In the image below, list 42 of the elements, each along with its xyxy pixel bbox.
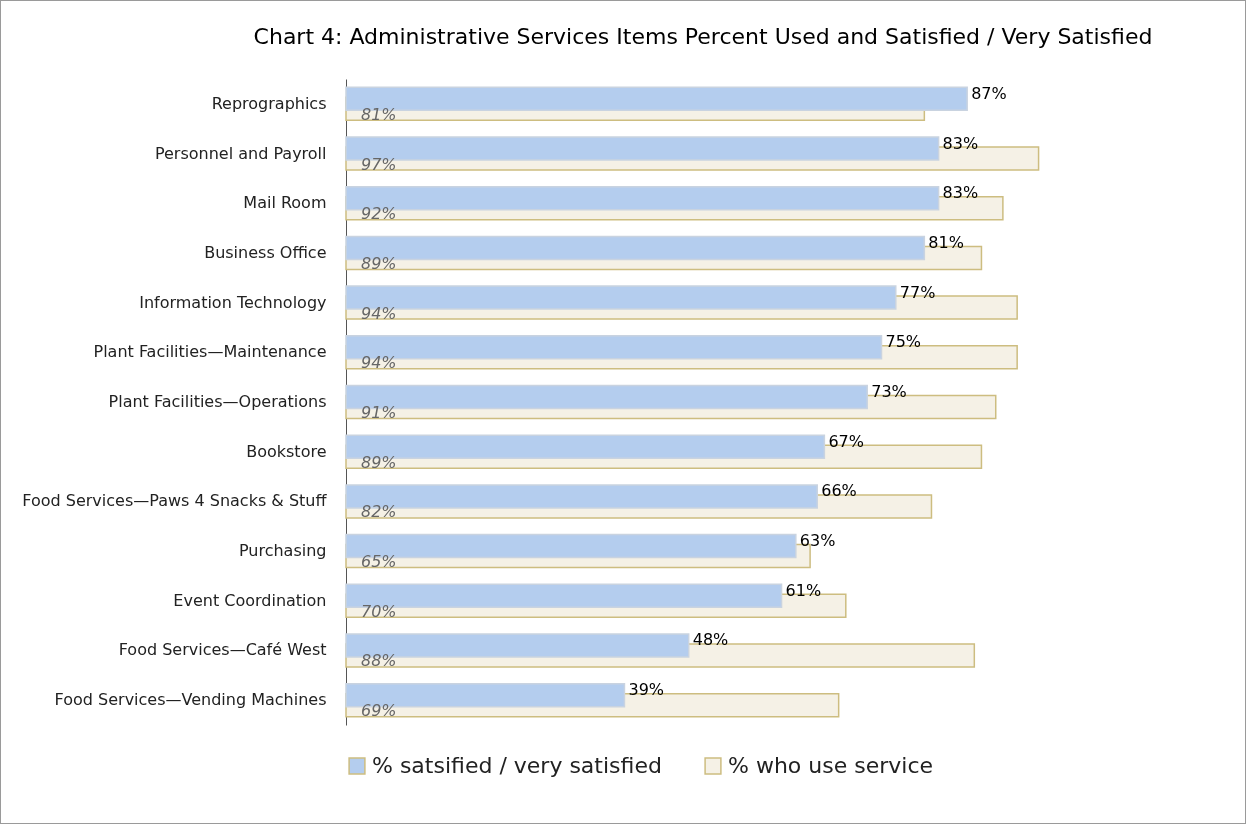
chart-title: Chart 4: Administrative Services Items Percent Used and Satisfied / Very Satisfied [253,24,1153,49]
data-label: 66% [821,481,857,501]
data-label: 69% [361,701,397,721]
data-label: 75% [885,332,922,352]
y-tick-label: Personnel and Payroll [154,143,327,163]
data-label: 67% [828,431,864,451]
data-label: 97% [361,154,397,174]
data-label: 94% [361,303,397,323]
data-label: 83% [942,183,979,203]
y-tick-label: Reprographics [211,93,327,113]
data-label: 81% [361,104,397,124]
data-label: 91% [361,403,397,422]
data-label: 83% [942,133,979,153]
data-label: 73% [871,382,907,401]
y-tick-label: Bookstore [246,441,327,461]
y-tick-label: Food Services—Vending Machines [54,690,327,710]
data-label: 87% [971,83,1007,103]
data-label: 88% [361,651,397,671]
data-label: 89% [361,253,397,273]
data-label: 82% [361,502,397,522]
y-tick-label: Plant Facilities—Maintenance [93,342,327,362]
data-label: 89% [361,452,397,472]
data-label: 70% [361,601,397,621]
data-label: 77% [899,282,936,302]
data-label: 63% [799,531,836,551]
y-tick-label: Mail Room [243,193,327,213]
y-tick-label: Business Office [204,242,327,262]
data-label: 39% [628,680,665,700]
y-tick-label: Food Services—Café West [118,640,327,660]
y-tick-label: Purchasing [238,541,327,561]
data-label: 81% [928,232,964,252]
y-tick-label: Event Coordination [173,590,327,610]
data-label: 65% [361,552,397,572]
data-label: 92% [361,204,397,224]
y-tick-label: Plant Facilities—Operations [108,392,327,411]
data-label: 94% [361,353,397,373]
y-tick-label: Information Technology [139,292,327,312]
legend-label: % who use service [728,753,934,778]
y-tick-label: Food Services—Paws 4 Snacks & Stuff [22,491,328,511]
data-label: 48% [692,630,729,650]
data-label: 61% [785,580,822,600]
legend-label: % satsified / very satisfied [372,753,662,778]
